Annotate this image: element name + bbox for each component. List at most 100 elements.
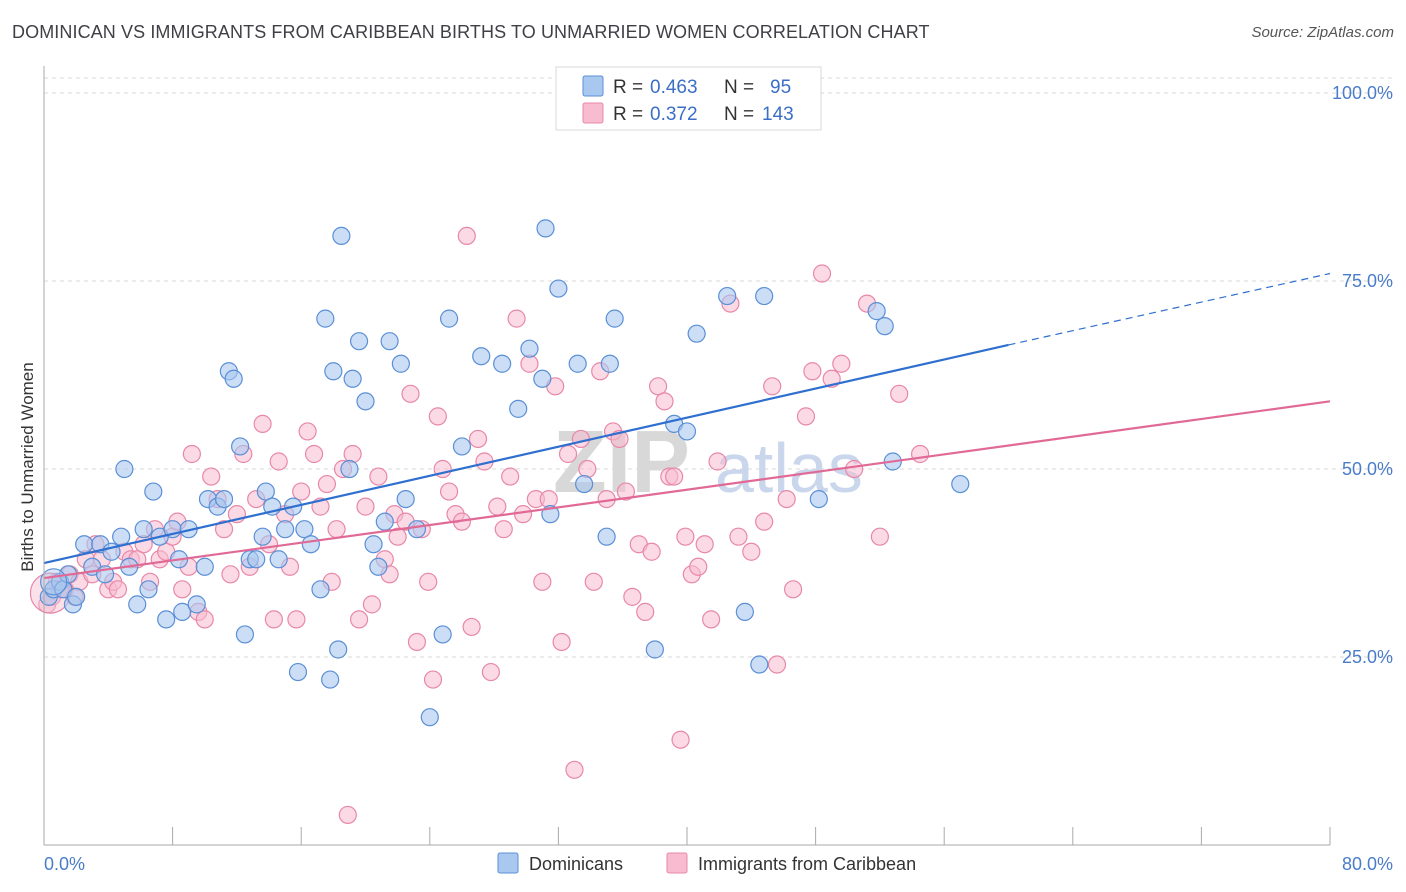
data-point-dominicans <box>332 226 351 246</box>
data-point-caribbean <box>327 520 346 539</box>
data-point-dominicans <box>311 580 330 599</box>
data-point-dominicans <box>340 459 359 479</box>
data-point-dominicans <box>343 369 362 388</box>
data-point-caribbean <box>777 489 796 509</box>
data-point-caribbean <box>407 632 427 652</box>
data-point-caribbean <box>708 452 727 471</box>
data-point-caribbean <box>457 226 476 246</box>
data-point-caribbean <box>767 655 787 674</box>
data-point-caribbean <box>253 414 272 434</box>
data-point-dominicans <box>597 527 616 546</box>
data-point-dominicans <box>493 354 512 373</box>
series-dominicans-points <box>39 219 970 727</box>
x-tick-label: 0.0% <box>44 854 85 874</box>
source-label: Source: ZipAtlas.com <box>1251 24 1394 41</box>
trend-line-caribbean <box>43 400 1331 580</box>
legend-r-label: R = <box>613 77 643 98</box>
data-point-dominicans <box>380 332 399 351</box>
data-point-caribbean <box>796 407 816 426</box>
data-point-caribbean <box>571 429 591 449</box>
data-point-dominicans <box>144 482 163 501</box>
data-point-caribbean <box>742 542 761 561</box>
data-point-dominicans <box>269 550 288 569</box>
data-point-caribbean <box>845 459 864 479</box>
trend-lines <box>43 272 1331 580</box>
data-point-caribbean <box>182 444 201 464</box>
data-point-caribbean <box>462 617 481 637</box>
data-point-dominicans <box>187 595 206 614</box>
legend-r-label: R = <box>613 104 643 125</box>
data-point-caribbean <box>616 482 636 501</box>
data-point-caribbean <box>623 587 642 606</box>
legend-r-value: 0.463 <box>650 77 698 98</box>
data-point-dominicans <box>536 219 555 238</box>
data-point-caribbean <box>910 444 930 464</box>
data-point-caribbean <box>803 362 822 381</box>
data-point-caribbean <box>468 429 488 449</box>
data-point-dominicans <box>301 535 320 554</box>
data-point-caribbean <box>501 467 520 486</box>
data-point-caribbean <box>221 565 240 584</box>
data-point-dominicans <box>288 662 308 682</box>
data-point-caribbean <box>338 805 357 825</box>
data-point-caribbean <box>388 527 407 546</box>
data-point-caribbean <box>578 459 597 479</box>
legend-item-caribbean: Immigrants from Caribbean <box>698 854 916 874</box>
data-point-caribbean <box>812 264 832 283</box>
data-point-dominicans <box>128 595 147 614</box>
data-point-caribbean <box>558 444 578 464</box>
x-tick-label: 80.0% <box>1342 854 1393 874</box>
data-point-dominicans <box>687 324 706 343</box>
legend-n-value: 95 <box>770 77 791 98</box>
data-point-dominicans <box>951 474 970 494</box>
data-point-caribbean <box>317 474 337 494</box>
data-point-dominicans <box>139 580 158 599</box>
data-point-caribbean <box>292 482 311 501</box>
data-point-dominicans <box>40 568 68 596</box>
data-point-caribbean <box>298 422 317 441</box>
data-point-caribbean <box>539 489 558 509</box>
data-point-dominicans <box>750 655 769 674</box>
data-point-caribbean <box>729 527 748 546</box>
data-point-caribbean <box>401 384 420 403</box>
data-point-dominicans <box>867 302 886 321</box>
data-point-caribbean <box>890 384 909 403</box>
data-point-dominicans <box>247 550 266 569</box>
data-point-caribbean <box>269 452 288 471</box>
data-point-caribbean <box>369 467 388 486</box>
data-point-dominicans <box>112 527 131 546</box>
data-point-dominicans <box>735 602 754 621</box>
data-point-caribbean <box>419 572 438 591</box>
data-point-dominicans <box>520 339 539 358</box>
data-point-dominicans <box>391 354 410 373</box>
data-point-caribbean <box>870 527 890 546</box>
data-point-caribbean <box>214 520 234 539</box>
data-point-dominicans <box>295 520 314 539</box>
legend-n-label: N = <box>724 104 754 125</box>
data-point-dominicans <box>224 369 243 388</box>
data-point-caribbean <box>428 407 447 426</box>
data-point-caribbean <box>287 610 306 629</box>
data-point-dominicans <box>396 489 415 509</box>
data-point-dominicans <box>276 520 295 539</box>
data-point-caribbean <box>343 444 362 464</box>
data-point-caribbean <box>195 610 214 629</box>
data-point-caribbean <box>488 497 507 516</box>
data-point-caribbean <box>695 535 714 554</box>
data-point-caribbean <box>423 670 443 689</box>
data-point-dominicans <box>568 354 587 373</box>
legend-bottom: Dominicans Immigrants from Caribbean <box>497 852 916 874</box>
data-point-dominicans <box>115 459 134 479</box>
data-point-caribbean <box>636 602 655 621</box>
data-point-caribbean <box>362 595 382 614</box>
data-point-dominicans <box>253 527 272 546</box>
legend-swatch-dominicans <box>582 75 604 97</box>
legend-r-value: 0.372 <box>650 104 698 125</box>
data-point-caribbean <box>108 580 128 599</box>
data-point-dominicans <box>321 670 340 689</box>
data-point-dominicans <box>809 489 828 509</box>
data-point-caribbean <box>439 482 459 501</box>
data-point-dominicans <box>509 399 528 418</box>
data-point-caribbean <box>533 572 552 591</box>
